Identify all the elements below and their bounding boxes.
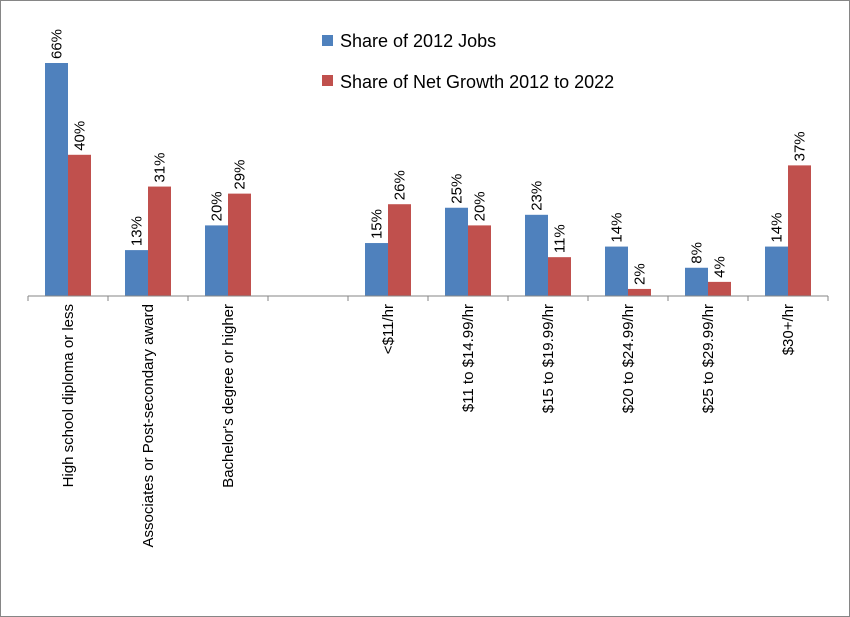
data-label-share-2012-jobs-20-to-24-99-hr: 14%: [609, 213, 626, 243]
category-label-bachelor-s-degree-or-higher: Bachelor's degree or higher: [220, 304, 237, 488]
bar-share-2012-jobs-11-hr: [365, 243, 388, 296]
bar-share-net-growth-bachelor-s-degree-or-higher: [228, 193, 251, 296]
data-label-share-net-growth-associates-or-post-secondary-award: 31%: [152, 153, 169, 183]
data-label-share-2012-jobs-11-hr: 15%: [369, 209, 386, 239]
bar-share-2012-jobs-30-hr: [765, 246, 788, 296]
legend-label-share-net-growth: Share of Net Growth 2012 to 2022: [340, 72, 614, 92]
bar-share-2012-jobs-20-to-24-99-hr: [605, 246, 628, 296]
category-label-associates-or-post-secondary-award: Associates or Post-secondary award: [140, 304, 157, 547]
legend-swatch-share-2012-jobs: [322, 35, 333, 46]
data-label-share-net-growth-bachelor-s-degree-or-higher: 29%: [232, 160, 249, 190]
data-label-share-net-growth-20-to-24-99-hr: 2%: [632, 263, 649, 285]
category-label-high-school-diploma-or-less: High school diploma or less: [60, 304, 77, 487]
data-label-share-2012-jobs-associates-or-post-secondary-award: 13%: [129, 216, 146, 246]
bar-share-2012-jobs-associates-or-post-secondary-award: [125, 250, 148, 296]
bar-share-net-growth-20-to-24-99-hr: [628, 288, 651, 296]
category-label-30-hr: $30+/hr: [780, 304, 797, 355]
data-label-share-net-growth-15-to-19-99-hr: 11%: [552, 224, 569, 253]
bar-share-2012-jobs-11-to-14-99-hr: [445, 207, 468, 296]
bar-share-2012-jobs-high-school-diploma-or-less: [45, 63, 68, 296]
bar-share-net-growth-25-to-29-99-hr: [708, 281, 731, 296]
category-label-11-hr: <$11/hr: [380, 304, 397, 354]
data-label-share-net-growth-25-to-29-99-hr: 4%: [712, 256, 729, 278]
category-label-11-to-14-99-hr: $11 to $14.99/hr: [460, 304, 477, 412]
category-label-25-to-29-99-hr: $25 to $29.99/hr: [700, 304, 717, 413]
bar-share-2012-jobs-25-to-29-99-hr: [685, 267, 708, 296]
category-labels: High school diploma or less Associates or…: [60, 304, 797, 547]
data-label-share-net-growth-11-hr: 26%: [392, 170, 409, 200]
bar-share-net-growth-high-school-diploma-or-less: [68, 154, 91, 296]
legend: Share of 2012 Jobs Share of Net Growth 2…: [322, 31, 614, 92]
legend-label-share-2012-jobs: Share of 2012 Jobs: [340, 31, 496, 51]
data-label-share-2012-jobs-30-hr: 14%: [769, 213, 786, 243]
data-label-share-2012-jobs-11-to-14-99-hr: 25%: [449, 174, 466, 204]
value-labels: 66% 40% 13% 31% 20% 29% 15% 26% 25% 20% 23% 11% 14% 2…: [49, 29, 809, 285]
bar-share-net-growth-11-to-14-99-hr: [468, 225, 491, 296]
bar-share-2012-jobs-15-to-19-99-hr: [525, 214, 548, 296]
category-label-20-to-24-99-hr: $20 to $24.99/hr: [620, 304, 637, 413]
bar-share-net-growth-associates-or-post-secondary-award: [148, 186, 171, 296]
data-label-share-net-growth-30-hr: 37%: [792, 131, 809, 161]
data-label-share-2012-jobs-high-school-diploma-or-less: 66%: [49, 29, 66, 59]
bars: [45, 63, 811, 296]
data-label-share-2012-jobs-25-to-29-99-hr: 8%: [689, 242, 706, 264]
bar-share-net-growth-30-hr: [788, 165, 811, 296]
x-axis-ticks: [27, 296, 829, 301]
bar-share-2012-jobs-bachelor-s-degree-or-higher: [205, 225, 228, 296]
data-label-share-net-growth-high-school-diploma-or-less: 40%: [72, 121, 89, 151]
data-label-share-net-growth-11-to-14-99-hr: 20%: [472, 191, 489, 221]
bar-share-net-growth-11-hr: [388, 204, 411, 296]
data-label-share-2012-jobs-15-to-19-99-hr: 23%: [529, 181, 546, 211]
legend-swatch-share-net-growth: [322, 75, 333, 86]
category-label-15-to-19-99-hr: $15 to $19.99/hr: [540, 304, 557, 413]
data-label-share-2012-jobs-bachelor-s-degree-or-higher: 20%: [209, 191, 226, 221]
bar-share-net-growth-15-to-19-99-hr: [548, 257, 571, 296]
